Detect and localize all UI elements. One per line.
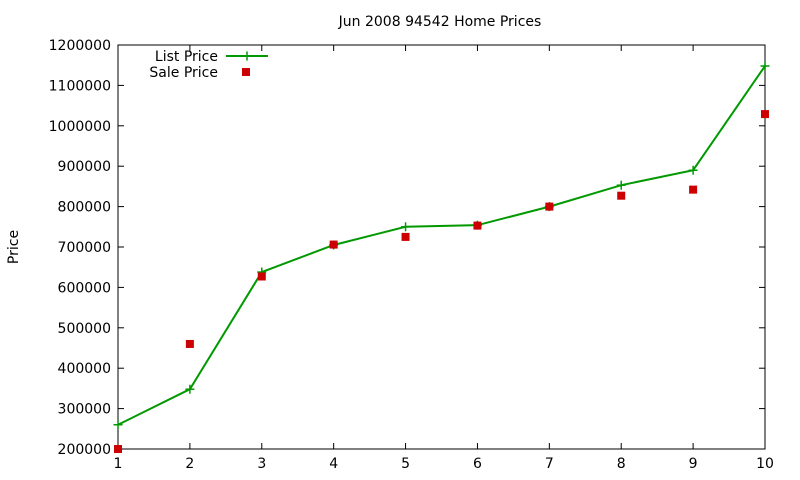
list-price-point (401, 222, 411, 232)
list-price-point (760, 61, 770, 71)
y-tick-label: 200000 (58, 442, 111, 458)
legend-marker (242, 68, 250, 76)
list-price-point (688, 165, 698, 175)
sale-price-point (617, 191, 626, 200)
sale-price-point (473, 221, 482, 230)
x-tick-label: 2 (185, 456, 194, 472)
sale-price-point (401, 232, 410, 241)
plot-frame (117, 44, 766, 450)
sale-price-point (185, 339, 194, 348)
x-tick-label: 8 (617, 456, 626, 472)
chart-title: Jun 2008 94542 Home Prices (338, 14, 542, 30)
y-tick-label: 1200000 (49, 38, 111, 54)
x-tick-label: 1 (114, 456, 123, 472)
x-tick-label: 4 (329, 456, 338, 472)
x-tick-label: 5 (401, 456, 410, 472)
x-tick-label: 10 (756, 456, 774, 472)
y-tick-label: 700000 (58, 240, 111, 256)
sale-price-point (257, 272, 266, 281)
y-tick-label: 900000 (58, 159, 111, 175)
y-axis-label: Price (6, 230, 22, 264)
list-price-point (616, 180, 626, 190)
y-axis: 200000 300000 400000 500000 600000 700000 8000… (49, 38, 765, 458)
x-tick-label: 9 (689, 456, 698, 472)
x-tick-label: 7 (545, 456, 554, 472)
list-price-point (185, 384, 195, 394)
legend-label: List Price (155, 49, 218, 65)
y-tick-label: 500000 (58, 321, 111, 337)
sale-price-point (545, 202, 554, 211)
sale-price-point (689, 185, 698, 194)
sale-price-point (761, 110, 769, 119)
y-tick-label: 600000 (58, 280, 111, 296)
x-tick-label: 3 (257, 456, 266, 472)
series-layer (113, 61, 770, 453)
legend-marker (242, 51, 252, 61)
y-tick-label: 400000 (58, 361, 111, 377)
list-price-line (117, 65, 766, 426)
y-tick-label: 800000 (58, 200, 111, 216)
sale-price-point (114, 445, 122, 453)
list-price-point (113, 420, 123, 430)
x-axis: 1 2 3 4 5 6 7 8 9 10 (114, 45, 774, 472)
y-tick-label: 1100000 (49, 78, 111, 94)
y-tick-label: 300000 (58, 402, 111, 418)
legend-label: Sale Price (149, 65, 218, 81)
y-tick-label: 1000000 (49, 119, 111, 135)
x-tick-label: 6 (473, 456, 482, 472)
sale-price-point (329, 240, 338, 249)
